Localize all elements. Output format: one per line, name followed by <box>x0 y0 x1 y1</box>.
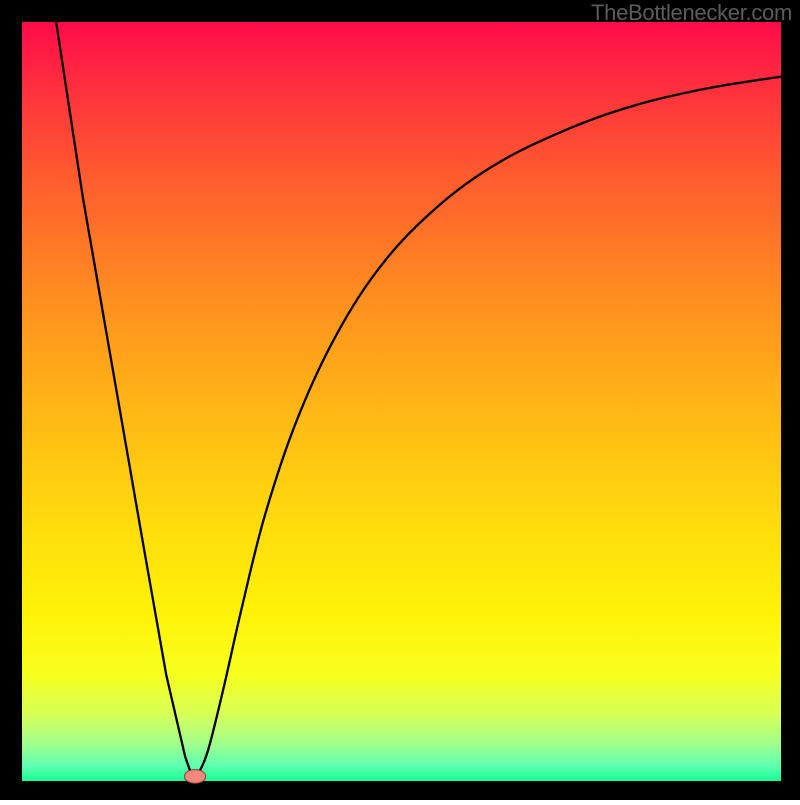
chart-svg <box>0 0 800 800</box>
optimum-marker <box>184 770 205 784</box>
bottleneck-chart: TheBottlenecker.com <box>0 0 800 800</box>
watermark-text: TheBottlenecker.com <box>591 0 792 26</box>
